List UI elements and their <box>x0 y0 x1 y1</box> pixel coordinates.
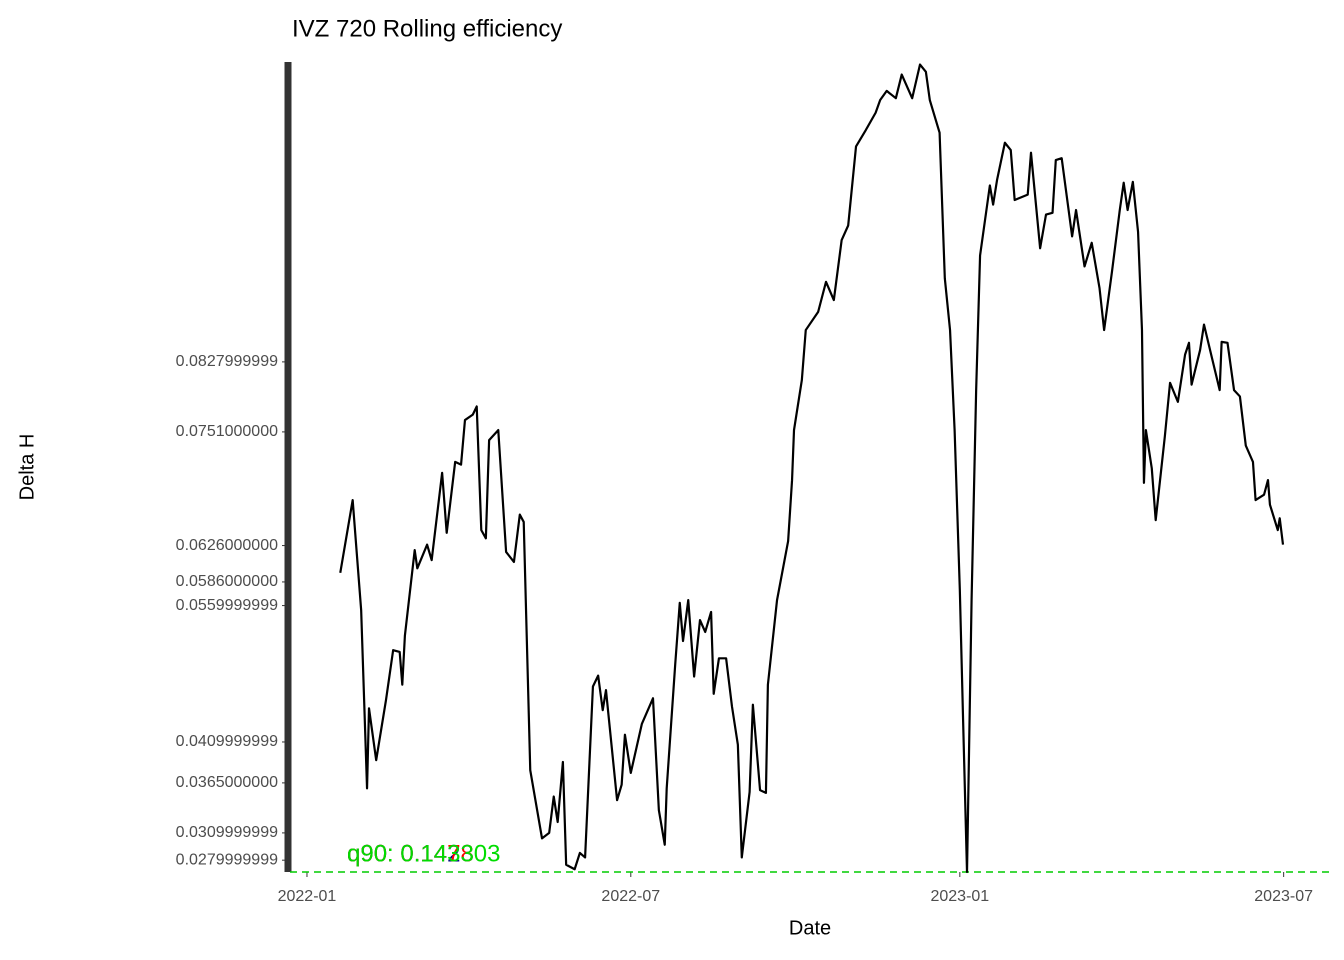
x-tick-label: 2023-07 <box>1254 888 1313 905</box>
chart-title: IVZ 720 Rolling efficiency <box>292 15 562 42</box>
annotation: q90: 0.1478 <box>347 840 474 867</box>
y-tick-label: 0.0827999999 <box>176 353 278 370</box>
y-tick-label: 0.0751000000 <box>176 423 278 440</box>
y-tick-label: 0.0309999999 <box>176 824 278 841</box>
y-tick-label: 0.0279999999 <box>176 851 278 868</box>
annotation: q90: 0.1423 <box>347 840 474 867</box>
y-axis-label: Delta H <box>16 434 38 501</box>
x-tick-label: 2022-01 <box>278 888 337 905</box>
line <box>339 63 1285 874</box>
y-tick-label: 0.0586000000 <box>176 573 278 590</box>
y-tick-label: 0.0626000000 <box>176 537 278 554</box>
x-axis-label: Date <box>789 917 831 939</box>
x-tick-label: 2023-01 <box>930 888 989 905</box>
x-tick-label: 2022-07 <box>601 888 660 905</box>
annotation: q90: 0.143303 <box>347 840 500 867</box>
y-tick-label: 0.0559999999 <box>176 597 278 614</box>
y-tick-label: 0.0409999999 <box>176 733 278 750</box>
y-tick-label: 0.0365000000 <box>176 774 278 791</box>
